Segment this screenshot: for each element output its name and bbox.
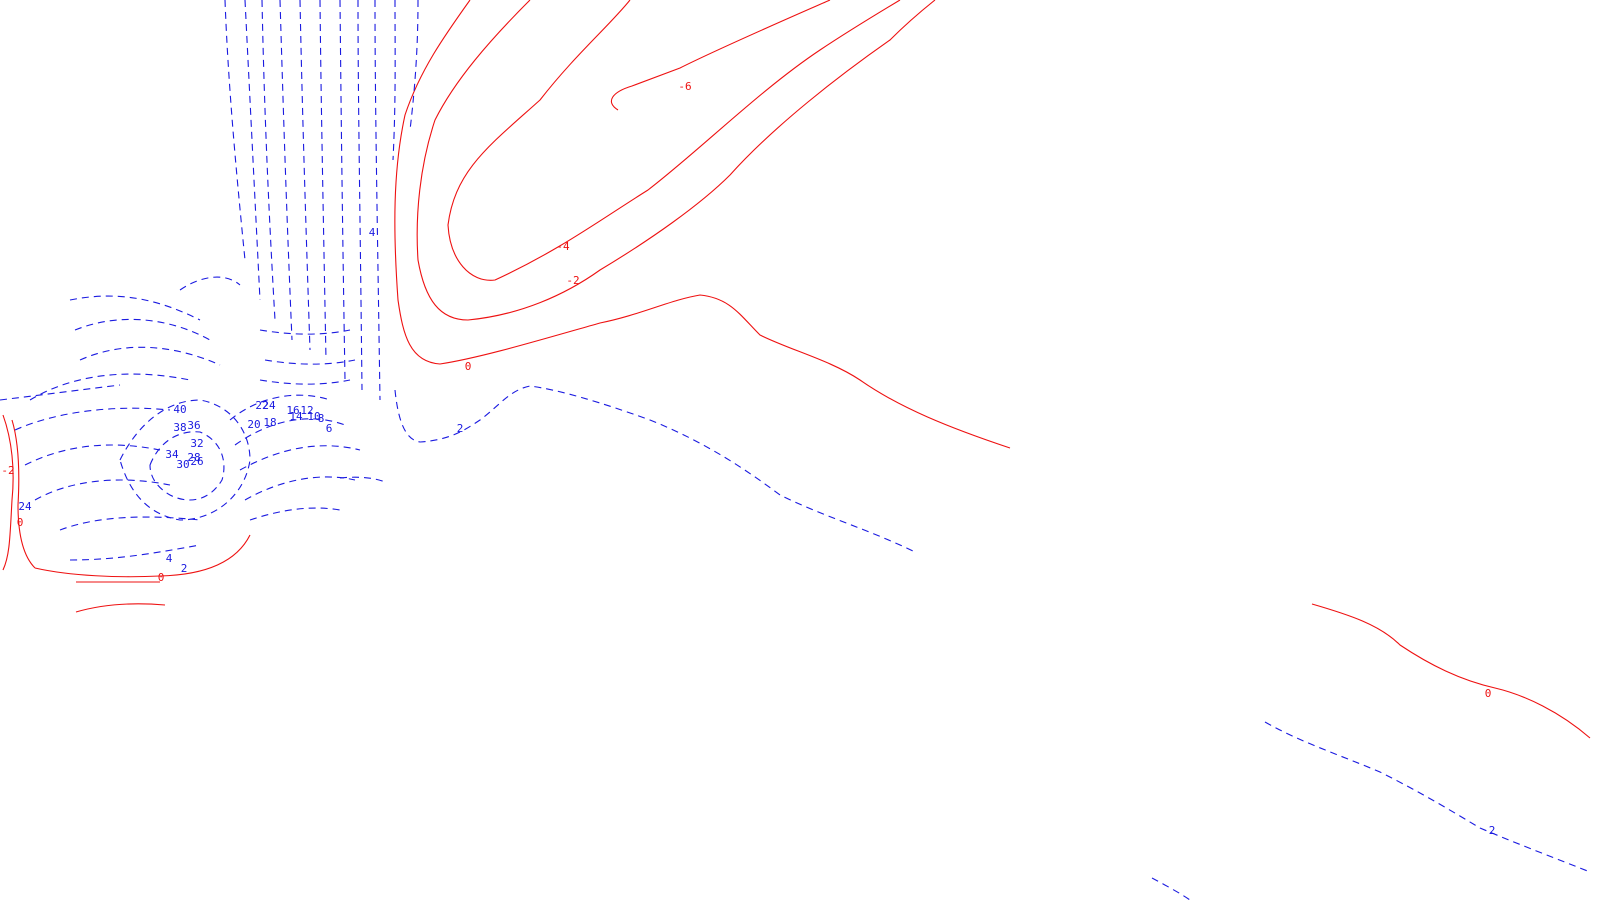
negative-contour-line-3 [394,0,1011,449]
contour-level-label: 24 [18,500,32,513]
positive-contour-line-22 [24,444,161,466]
positive-contour-line-0 [394,385,916,553]
negative-contour-line-5 [2,414,14,571]
positive-contour-line-26 [119,399,251,521]
contour-level-label: 0 [1485,687,1492,700]
negative-contour-line-6 [11,419,36,569]
contour-level-label: 32 [190,437,203,450]
contour-level-label: 26 [190,455,203,468]
positive-contour-line-25 [69,544,201,561]
contour-level-label: 2 [457,422,464,435]
contour-level-label: 22 [255,399,268,412]
negative-contours [2,0,1591,739]
contour-level-label: 4 [166,552,173,565]
contour-level-label: 8 [318,412,325,425]
positive-contour-line-20 [0,384,121,401]
contour-level-label: 10 [307,410,320,423]
contour-level-label: 14 [289,410,303,423]
contour-level-label: 4 [369,226,376,239]
positive-contour-line-11 [357,0,363,391]
positive-contour-line-5 [244,0,261,301]
positive-contour-line-14 [409,0,419,131]
positive-contour-line-7 [279,0,293,341]
contour-level-label: 30 [176,458,189,471]
contour-level-label: 40 [173,403,186,416]
contour-level-label: 20 [247,418,260,431]
contour-level-label: 2 [181,562,188,575]
negative-contour-line-0 [610,0,831,111]
contour-level-label: 18 [263,416,276,429]
positive-contour-line-19 [29,373,191,401]
contour-level-label: 0 [465,360,472,373]
positive-contour-line-29 [234,418,346,446]
positive-contour-line-18 [79,346,221,366]
positive-contour-line-8 [299,0,311,351]
positive-contour-line-33 [259,329,351,335]
positive-contour-line-34 [264,359,356,365]
contour-level-label: 6 [326,422,333,435]
positive-contour-line-16 [69,295,201,321]
positive-contour-line-17 [74,318,211,341]
positive-contour-line-9 [319,0,327,361]
contour-level-label: 0 [158,571,165,584]
contour-level-label: 12 [300,404,313,417]
contour-level-label: 24 [262,399,276,412]
contour-level-label: -2 [1,464,14,477]
contour-level-label: -6 [678,80,691,93]
positive-contour-line-21 [14,407,171,431]
positive-contour-line-27 [149,431,225,501]
positive-contour-line-28 [229,394,331,421]
negative-contour-line-1 [447,0,901,281]
contour-level-label: 2 [1489,824,1496,837]
contour-level-label: 16 [286,404,299,417]
positive-contour-line-6 [261,0,276,321]
positive-contour-line-4 [224,0,246,261]
positive-contour-line-13 [392,0,396,161]
negative-contour-line-9 [75,603,166,613]
positive-contour-line-30 [239,445,361,471]
contour-level-label: -2 [566,274,579,287]
positive-contour-line-10 [339,0,346,381]
negative-contour-line-2 [416,0,936,321]
positive-contour-line-31 [244,476,356,501]
positive-contour-line-15 [179,276,241,291]
contour-level-label: 28 [187,451,200,464]
positive-contour-line-3 [339,476,386,483]
contour-level-label: 0 [17,516,24,529]
positive-contour-line-35 [259,379,351,385]
contour-level-label: 38 [173,421,186,434]
positive-contour-line-23 [34,479,171,501]
positive-contour-line-1 [1264,721,1591,873]
contour-level-label: 34 [165,448,179,461]
positive-contour-line-12 [374,0,381,401]
contour-level-label: -4 [556,240,570,253]
positive-contour-line-32 [249,507,341,521]
positive-contour-line-24 [59,516,201,531]
negative-contour-line-4 [1311,603,1591,739]
positive-contour-line-2 [1151,877,1191,900]
contour-level-label: 36 [187,419,200,432]
negative-contour-line-7 [34,534,251,578]
